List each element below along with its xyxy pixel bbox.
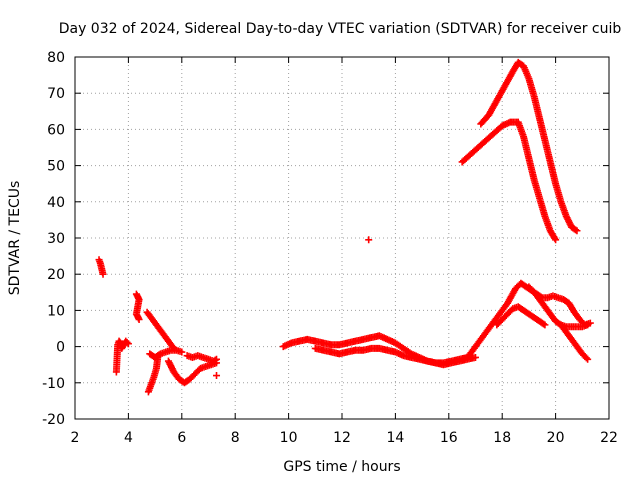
data-point [472, 353, 479, 361]
data-point [211, 356, 219, 364]
series-arc-5.0 [146, 346, 186, 361]
data-point [584, 321, 592, 329]
y-tick-label: 30 [47, 231, 65, 247]
y-tick-label: 20 [47, 267, 65, 283]
series-arc-20.2 [557, 321, 592, 363]
y-tick-label: -20 [42, 412, 65, 428]
y-tick-label: 60 [47, 122, 65, 138]
series-arc-17.2 [477, 58, 581, 235]
data-point [584, 355, 592, 363]
y-tick-label: 0 [56, 340, 65, 356]
x-tick-label: 10 [280, 430, 298, 446]
series-arc-2.9 [95, 256, 107, 278]
data-point [178, 348, 186, 356]
data-point [365, 236, 373, 244]
x-tick-label: 12 [333, 430, 351, 446]
x-tick-label: 6 [177, 430, 186, 446]
y-tick-label: 80 [47, 50, 65, 66]
data-point [582, 354, 590, 362]
chart-title: Day 032 of 2024, Sidereal Day-to-day VTE… [59, 21, 622, 37]
x-tick-label: 20 [547, 430, 565, 446]
x-tick-label: 8 [231, 430, 240, 446]
data-point [99, 270, 107, 278]
y-tick-label: 40 [47, 195, 65, 211]
series-arc-6.4 [183, 352, 221, 365]
series-arc-11.0 [311, 344, 479, 369]
data-point [572, 226, 580, 234]
y-tick-label: -10 [42, 376, 65, 392]
data-point [213, 355, 221, 363]
data-points [95, 58, 594, 396]
y-axis: -20 -10 0 10 20 30 40 50 60 70 80 [42, 50, 609, 428]
data-point [541, 321, 549, 329]
data-point [551, 234, 559, 242]
x-axis-label: GPS time / hours [283, 459, 400, 475]
series-arc-3.6 [112, 337, 132, 376]
data-point [552, 236, 560, 244]
series-arc-4.2 [132, 290, 143, 323]
x-tick-label: 22 [600, 430, 618, 446]
x-tick-label: 16 [440, 430, 458, 446]
series-arc-7.3 [213, 372, 221, 380]
data-point [123, 338, 131, 346]
x-tick-label: 18 [493, 430, 511, 446]
data-point [135, 315, 143, 323]
y-tick-label: 50 [47, 159, 65, 175]
y-tick-label: 10 [47, 303, 65, 319]
x-tick-label: 2 [71, 430, 80, 446]
data-point [540, 320, 548, 328]
y-tick-label: 70 [47, 86, 65, 102]
series-arc-4.8 [144, 353, 162, 396]
x-tick-label: 14 [386, 430, 404, 446]
x-tick-label: 4 [124, 430, 133, 446]
data-point [124, 340, 132, 348]
series-arc-17.8 [493, 303, 549, 329]
series-arc-4.7 [143, 308, 178, 352]
series-arc-13.0 [365, 236, 373, 244]
series-arc-16.5 [458, 118, 560, 244]
data-point [213, 372, 221, 380]
plot-frame [74, 56, 610, 420]
series-arc-19.0 [525, 283, 592, 331]
data-point [573, 227, 581, 235]
y-axis-label: SDTVAR / TECUs [7, 181, 23, 296]
